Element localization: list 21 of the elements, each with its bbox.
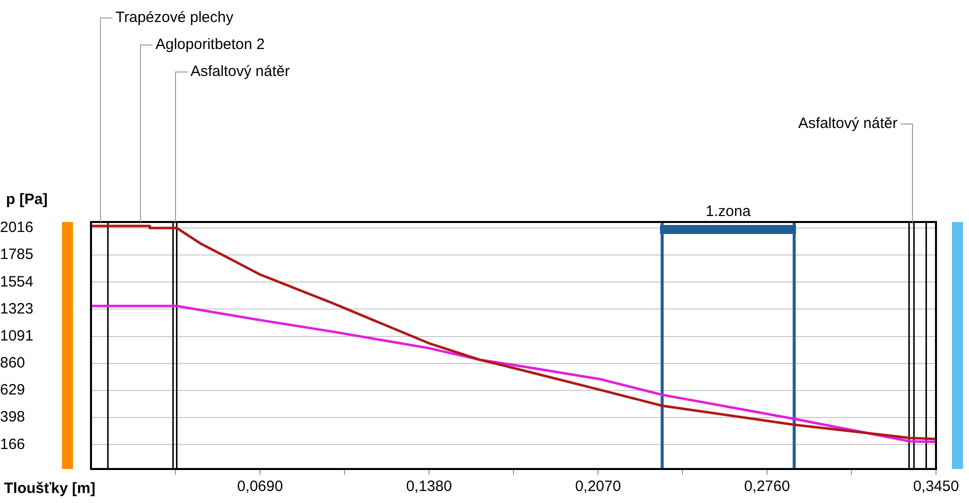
y-tick-label: 1554 [0,273,34,290]
y-tick-label: 1323 [0,300,34,318]
x-tick-label: 0,2070 [575,478,621,496]
y-tick-label: 629 [0,382,26,399]
y-tick-label: 860 [0,354,26,372]
x-tick-label: 0,1380 [406,478,452,496]
y-axis-title: p [Pa] [6,191,48,208]
y-tick-label: 1091 [0,328,34,344]
x-tick-label: 0,0690 [237,478,283,496]
y-tick-label: 166 [0,436,26,453]
x-axis-title: Tloušťky [m] [4,480,96,497]
text: Asfaltový nátěr [798,115,898,132]
y-tick-label: 2016 [0,219,34,236]
text: Trapézové plechy [116,9,234,26]
y-tick-label: 1785 [0,246,34,264]
text: 1.zona [706,203,752,220]
x-tick-label: 0,2760 [744,478,790,496]
text: Asfaltový nátěr [190,63,290,80]
text: Agloporitbeton 2 [156,36,265,54]
y-tick-label: 398 [0,408,26,426]
x-tick-label: 0,3450 [913,478,959,496]
